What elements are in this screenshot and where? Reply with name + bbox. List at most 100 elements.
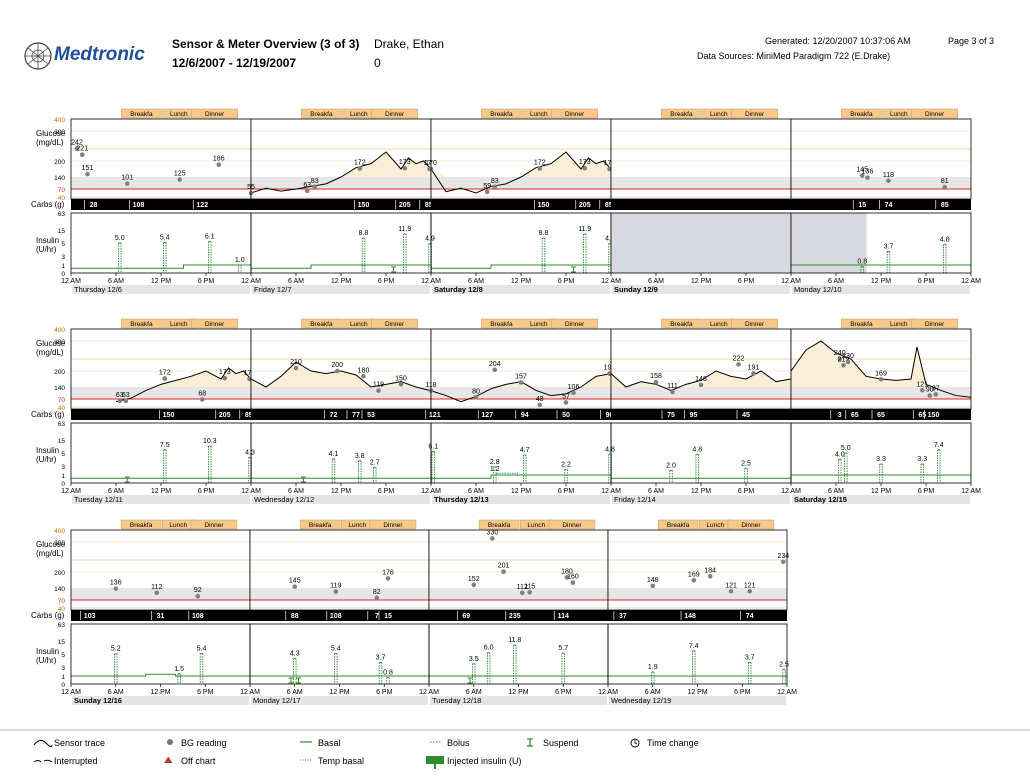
meal-tab	[191, 318, 238, 329]
bg-reading-label: 101	[121, 175, 133, 182]
carb-value-label: 150	[538, 202, 550, 209]
meal-tab	[551, 108, 598, 119]
insulin-panel-border	[430, 212, 612, 274]
bolus-value-label: 4.1	[329, 451, 339, 458]
target-range-band	[431, 177, 611, 189]
bg-reading-dot	[85, 171, 90, 177]
bg-reading-label: 170	[604, 160, 616, 167]
bg-reading-label: 136	[862, 169, 874, 176]
bg-reading-label: 121	[916, 381, 928, 388]
bg-reading-label: 121	[744, 582, 756, 589]
glucose-tick-label: 40	[58, 606, 66, 613]
report-title: Sensor & Meter Overview (3 of 3)	[172, 37, 360, 51]
time-tick-label: 12 AM	[241, 278, 261, 285]
bolus-value-label: 3.8	[355, 453, 365, 460]
legend-time-change: Time change	[647, 738, 699, 748]
bg-reading-label: 90	[926, 387, 934, 394]
bg-reading-dot	[333, 589, 339, 594]
meal-tab-label: Dinner	[205, 111, 225, 118]
suspend-marker	[301, 476, 306, 483]
sensor-trace	[250, 361, 432, 392]
carb-value-label: 75	[667, 412, 675, 419]
carbs-axis-label: Carbs (g)	[31, 200, 65, 209]
meal-tab	[661, 318, 702, 329]
time-tick-label: 12 AM	[421, 488, 441, 495]
glucose-tick-label: 40	[58, 405, 66, 412]
time-tick-label: 6 AM	[468, 278, 484, 285]
meal-tab	[481, 108, 522, 119]
bg-reading-label: 184	[704, 567, 716, 574]
day-label: Monday 12/10	[794, 285, 842, 294]
bg-reading-dot	[357, 166, 363, 171]
carb-value-label: 65	[877, 412, 885, 419]
meal-tab-label: Dinner	[925, 321, 945, 328]
bg-reading-label: 169	[875, 370, 887, 377]
insulin-axis-label: (U/hr)	[36, 245, 57, 254]
carb-value-label: 3	[838, 412, 842, 419]
glucose-axis-label: Glucose	[36, 129, 66, 138]
time-tick-label: 12 PM	[331, 278, 351, 285]
bg-reading-dot	[570, 580, 576, 585]
bolus-value-label: 2.8	[490, 459, 500, 466]
meal-tab-label: Lunch	[706, 522, 724, 529]
meal-tab-label: Breakfa	[490, 321, 513, 328]
time-tick-label: 6 PM	[738, 278, 755, 285]
meal-tab-label: Dinner	[205, 321, 225, 328]
insulin-panel-border	[607, 623, 788, 685]
bg-reading-label: 176	[382, 569, 394, 576]
time-tick-label: 12 AM	[421, 278, 441, 285]
meal-tab	[841, 318, 882, 329]
time-tick-label: 12 PM	[511, 488, 531, 495]
time-tick-label: 6 PM	[197, 689, 214, 696]
insulin-tick-label: 63	[58, 622, 66, 629]
glucose-tick-label: 400	[54, 117, 65, 124]
insulin-panel-border	[70, 422, 252, 484]
basal-line	[71, 264, 251, 269]
bolus-value-label: 3.7	[745, 654, 755, 661]
glucose-tick-label: 40	[58, 195, 66, 202]
basal-line	[71, 673, 250, 677]
suspend-marker	[288, 677, 294, 684]
bolus-value-label: 5.4	[160, 234, 170, 241]
meal-tab-label: Breakfa	[130, 522, 153, 529]
insulin-tick-label: 1	[61, 674, 65, 681]
meal-tab	[120, 519, 162, 530]
meal-tab-label: Lunch	[527, 522, 545, 529]
meal-tab-label: Breakfa	[670, 111, 693, 118]
meal-tab-label: Dinner	[745, 111, 765, 118]
bg-reading-dot	[707, 573, 713, 579]
day-label: Sunday 12/16	[74, 696, 122, 705]
meal-tab-label: Lunch	[530, 111, 548, 118]
time-tick-label: 12 AM	[961, 488, 981, 495]
carb-value-label: 108	[133, 202, 145, 209]
bolus-value-label: 3.5	[469, 656, 479, 663]
carb-value-label: 235	[509, 613, 521, 620]
bg-reading-label: 170	[244, 370, 256, 377]
bolus-value-label: 1.9	[648, 664, 658, 671]
time-tick-label: 12 AM	[61, 689, 81, 696]
bg-reading-label: 234	[777, 553, 789, 560]
bg-reading-dot	[292, 584, 298, 589]
bolus-value-label: 5.0	[841, 445, 851, 452]
time-tick-label: 12 PM	[150, 689, 170, 696]
bg-reading-label: 119	[330, 583, 341, 590]
bg-reading-dot	[736, 362, 741, 367]
meal-tab	[371, 108, 418, 119]
carb-value-label: 31	[157, 613, 165, 620]
glucose-tick-label: 300	[54, 540, 65, 547]
carbs-bar	[431, 199, 611, 210]
bg-reading-label: 150	[395, 375, 407, 382]
time-tick-label: 12 AM	[240, 689, 260, 696]
glucose-tick-label: 200	[54, 369, 65, 376]
day-label: Wednesday 12/12	[254, 495, 314, 504]
meal-tab	[301, 318, 342, 329]
time-tick-label: 6 PM	[198, 278, 215, 285]
bolus-value-label: 2.7	[370, 459, 380, 466]
bg-reading-label: 112	[151, 584, 162, 591]
bg-reading-dot	[780, 559, 786, 565]
carbs-bar	[611, 199, 791, 210]
bg-reading-label: 106	[568, 384, 580, 391]
day-label-strip	[72, 696, 249, 705]
